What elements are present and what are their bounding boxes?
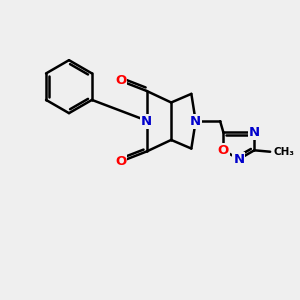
Text: O: O [115,155,126,168]
Text: O: O [115,74,126,87]
Text: N: N [141,115,152,128]
Text: O: O [218,144,229,157]
Text: N: N [233,153,244,166]
Text: N: N [190,115,201,128]
Text: CH₃: CH₃ [274,147,295,157]
Text: N: N [249,126,260,139]
